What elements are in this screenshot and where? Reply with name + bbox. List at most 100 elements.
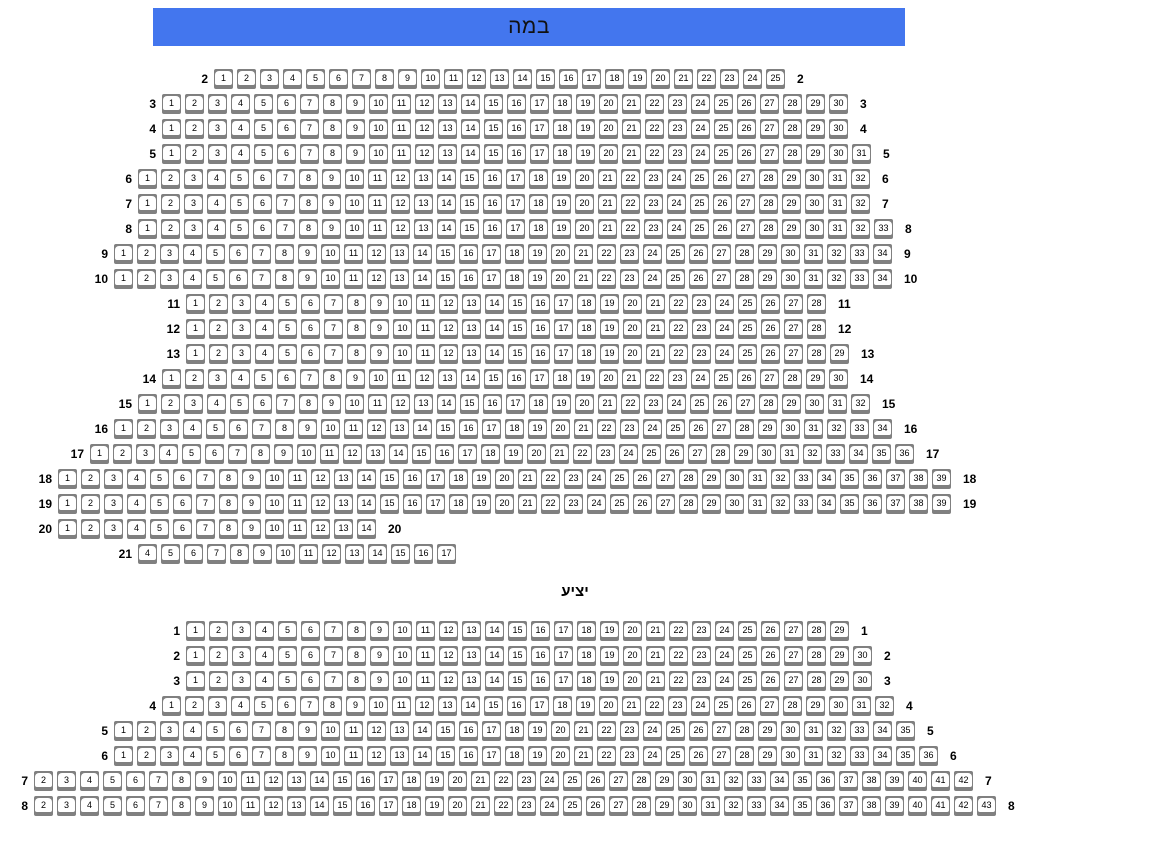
seat[interactable]: 11: [344, 419, 363, 439]
seat[interactable]: 11: [344, 244, 363, 264]
seat[interactable]: 14: [437, 394, 456, 414]
seat[interactable]: 23: [692, 621, 711, 641]
seat[interactable]: 15: [484, 144, 503, 164]
seat[interactable]: 17: [582, 69, 601, 89]
seat[interactable]: 15: [484, 94, 503, 114]
seat[interactable]: 14: [485, 344, 504, 364]
seat[interactable]: 21: [574, 721, 593, 741]
seat[interactable]: 4: [207, 194, 226, 214]
seat[interactable]: 30: [805, 219, 824, 239]
seat[interactable]: 8: [323, 119, 342, 139]
seat[interactable]: 39: [932, 469, 951, 489]
seat[interactable]: 4: [159, 444, 178, 464]
seat[interactable]: 15: [508, 344, 527, 364]
seat[interactable]: 25: [690, 169, 709, 189]
seat[interactable]: 29: [806, 369, 825, 389]
seat[interactable]: 1: [138, 194, 157, 214]
seat[interactable]: 17: [506, 169, 525, 189]
seat[interactable]: 18: [577, 344, 596, 364]
seat[interactable]: 11: [299, 544, 318, 564]
seat[interactable]: 20: [623, 344, 642, 364]
seat[interactable]: 12: [367, 244, 386, 264]
seat[interactable]: 4: [255, 294, 274, 314]
seat[interactable]: 16: [531, 319, 550, 339]
seat[interactable]: 6: [329, 69, 348, 89]
seat[interactable]: 15: [333, 796, 352, 816]
seat[interactable]: 2: [81, 519, 100, 539]
seat[interactable]: 13: [390, 746, 409, 766]
seat[interactable]: 4: [183, 244, 202, 264]
seat[interactable]: 34: [873, 269, 892, 289]
seat[interactable]: 15: [508, 646, 527, 666]
seat[interactable]: 7: [196, 519, 215, 539]
seat[interactable]: 5: [254, 144, 273, 164]
seat[interactable]: 9: [370, 671, 389, 691]
seat[interactable]: 2: [185, 119, 204, 139]
seat[interactable]: 15: [436, 746, 455, 766]
seat[interactable]: 7: [300, 144, 319, 164]
seat[interactable]: 21: [471, 796, 490, 816]
seat[interactable]: 17: [506, 394, 525, 414]
seat[interactable]: 9: [242, 469, 261, 489]
seat[interactable]: 23: [668, 94, 687, 114]
seat[interactable]: 11: [416, 319, 435, 339]
seat[interactable]: 7: [276, 219, 295, 239]
seat[interactable]: 32: [724, 771, 743, 791]
seat[interactable]: 14: [413, 746, 432, 766]
seat[interactable]: 25: [766, 69, 785, 89]
seat[interactable]: 14: [513, 69, 532, 89]
seat[interactable]: 2: [137, 721, 156, 741]
seat[interactable]: 26: [586, 796, 605, 816]
seat[interactable]: 14: [461, 696, 480, 716]
seat[interactable]: 13: [462, 671, 481, 691]
seat[interactable]: 31: [804, 746, 823, 766]
seat[interactable]: 20: [575, 394, 594, 414]
seat[interactable]: 15: [333, 771, 352, 791]
seat[interactable]: 21: [598, 394, 617, 414]
seat[interactable]: 15: [508, 294, 527, 314]
seat[interactable]: 6: [173, 519, 192, 539]
seat[interactable]: 14: [357, 519, 376, 539]
seat[interactable]: 25: [666, 419, 685, 439]
seat[interactable]: 42: [954, 796, 973, 816]
seat[interactable]: 25: [563, 796, 582, 816]
seat[interactable]: 23: [668, 144, 687, 164]
seat[interactable]: 5: [278, 319, 297, 339]
seat[interactable]: 10: [218, 771, 237, 791]
seat[interactable]: 5: [278, 294, 297, 314]
seat[interactable]: 11: [392, 696, 411, 716]
seat[interactable]: 7: [276, 169, 295, 189]
seat[interactable]: 8: [347, 319, 366, 339]
seat[interactable]: 13: [390, 244, 409, 264]
seat[interactable]: 16: [459, 721, 478, 741]
seat[interactable]: 18: [505, 244, 524, 264]
seat[interactable]: 25: [738, 671, 757, 691]
seat[interactable]: 16: [531, 671, 550, 691]
seat[interactable]: 5: [150, 494, 169, 514]
seat[interactable]: 5: [254, 119, 273, 139]
seat[interactable]: 6: [229, 746, 248, 766]
seat[interactable]: 16: [483, 394, 502, 414]
seat[interactable]: 35: [896, 746, 915, 766]
seat[interactable]: 29: [830, 621, 849, 641]
seat[interactable]: 14: [485, 319, 504, 339]
seat[interactable]: 28: [735, 721, 754, 741]
seat[interactable]: 8: [375, 69, 394, 89]
seat[interactable]: 6: [253, 219, 272, 239]
seat[interactable]: 21: [646, 344, 665, 364]
seat[interactable]: 14: [437, 219, 456, 239]
seat[interactable]: 5: [161, 544, 180, 564]
seat[interactable]: 19: [600, 646, 619, 666]
seat[interactable]: 14: [461, 119, 480, 139]
seat[interactable]: 19: [528, 746, 547, 766]
seat[interactable]: 15: [460, 194, 479, 214]
seat[interactable]: 22: [621, 394, 640, 414]
seat[interactable]: 1: [138, 394, 157, 414]
seat[interactable]: 39: [885, 771, 904, 791]
seat[interactable]: 13: [462, 294, 481, 314]
seat[interactable]: 19: [425, 796, 444, 816]
seat[interactable]: 30: [805, 169, 824, 189]
seat[interactable]: 26: [689, 244, 708, 264]
seat[interactable]: 33: [850, 269, 869, 289]
seat[interactable]: 2: [185, 369, 204, 389]
